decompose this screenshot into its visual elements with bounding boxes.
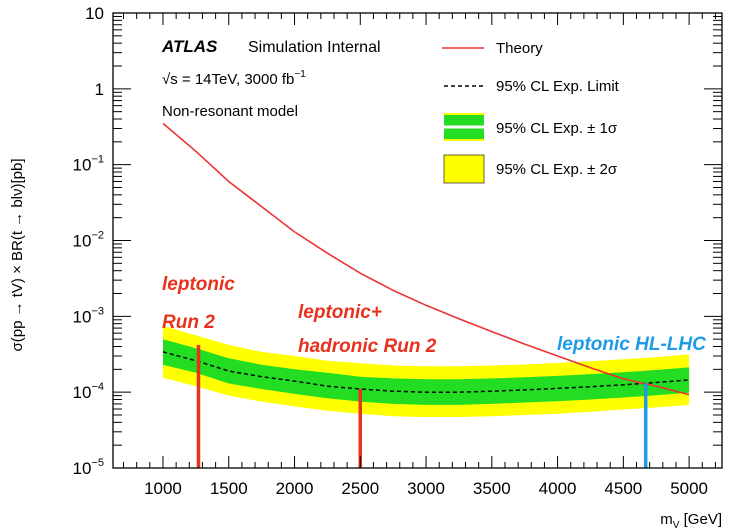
y-tick-base: 10 — [73, 383, 92, 402]
y-tick-exponent: −4 — [91, 381, 104, 393]
theory-line — [162, 122, 690, 396]
y-tick-base: 10 — [73, 459, 92, 478]
annotations: leptonic Run 2 leptonic+ hadronic Run 2 lept… — [162, 274, 706, 357]
energy-lumi-sup: −1 — [294, 69, 306, 80]
x-tick-label: 1000 — [144, 479, 182, 498]
legend-expected-label: 95% CL Exp. Limit — [496, 78, 620, 95]
y-tick-label: 10−4 — [73, 381, 104, 402]
y-tick-label: 10 — [85, 4, 104, 23]
x-tick-label: 5000 — [670, 479, 708, 498]
x-axis-label-main: m — [660, 511, 673, 528]
limit-bands — [163, 325, 690, 417]
y-tick-base: 10 — [73, 156, 92, 175]
model-label: Non-resonant model — [162, 103, 298, 120]
limit-curves — [162, 122, 690, 396]
annotation-lines — [196, 344, 648, 468]
simulation-internal-label: Simulation Internal — [248, 39, 381, 56]
legend-band1-label: 95% CL Exp. ± 1σ — [496, 120, 618, 137]
y-tick-base: 10 — [73, 307, 92, 326]
y-tick-base: 10 — [85, 4, 104, 23]
annotation-3-line-1: leptonic HL-LHC — [557, 334, 706, 355]
annotation-2-line-2: hadronic Run 2 — [298, 336, 437, 357]
y-tick-base: 1 — [95, 80, 104, 99]
atlas-logo-text: ATLAS — [161, 37, 218, 56]
x-tick-label: 2500 — [341, 479, 379, 498]
y-tick-exponent: −5 — [91, 457, 104, 469]
y-tick-label: 10−1 — [73, 154, 104, 175]
x-tick-label: 1500 — [210, 479, 248, 498]
y-tick-exponent: −3 — [91, 305, 104, 317]
y-tick-exponent: −2 — [91, 230, 104, 242]
x-axis-label: mV [GeV] — [660, 511, 722, 531]
expected-limit-line — [162, 351, 690, 393]
y-tick-label: 1 — [95, 80, 104, 99]
y-tick-base: 10 — [73, 232, 92, 251]
y-tick-exponent: −1 — [91, 154, 104, 166]
x-axis-ticks: 1000 1500 2000 2500 3000 3500 4000 4500 5000 — [123, 13, 716, 498]
band-1sigma — [163, 339, 690, 405]
annotation-2-line-1: leptonic+ — [298, 302, 382, 323]
y-axis-label: σ(pp → tV) × BR(t → blν)[pb] — [9, 158, 26, 351]
x-axis-label-unit: [GeV] — [679, 511, 722, 528]
x-tick-label: 2000 — [276, 479, 314, 498]
x-tick-label: 4000 — [539, 479, 577, 498]
y-tick-label: 10−5 — [73, 457, 104, 478]
annotation-1-line-1: leptonic — [162, 274, 235, 295]
legend-band2-label: 95% CL Exp. ± 2σ — [496, 161, 618, 178]
energy-lumi-main: √s = 14TeV, 3000 fb — [162, 71, 294, 88]
atlas-label: ATLAS Simulation Internal √s = 14TeV, 30… — [161, 37, 381, 120]
x-tick-label: 3000 — [407, 479, 445, 498]
energy-lumi-label: √s = 14TeV, 3000 fb−1 — [162, 69, 306, 88]
y-tick-label: 10−3 — [73, 305, 104, 326]
annotation-1-line-2: Run 2 — [162, 312, 215, 333]
legend-band2-swatch — [443, 154, 485, 184]
x-tick-label: 4500 — [604, 479, 642, 498]
x-axis-label-sub: V — [673, 520, 680, 531]
legend-theory-label: Theory — [496, 40, 543, 57]
legend: Theory 95% CL Exp. Limit 95% CL Exp. ± 1… — [442, 40, 620, 184]
x-tick-label: 3500 — [473, 479, 511, 498]
y-tick-label: 10−2 — [73, 230, 104, 251]
legend-band1-swatch — [444, 113, 484, 141]
